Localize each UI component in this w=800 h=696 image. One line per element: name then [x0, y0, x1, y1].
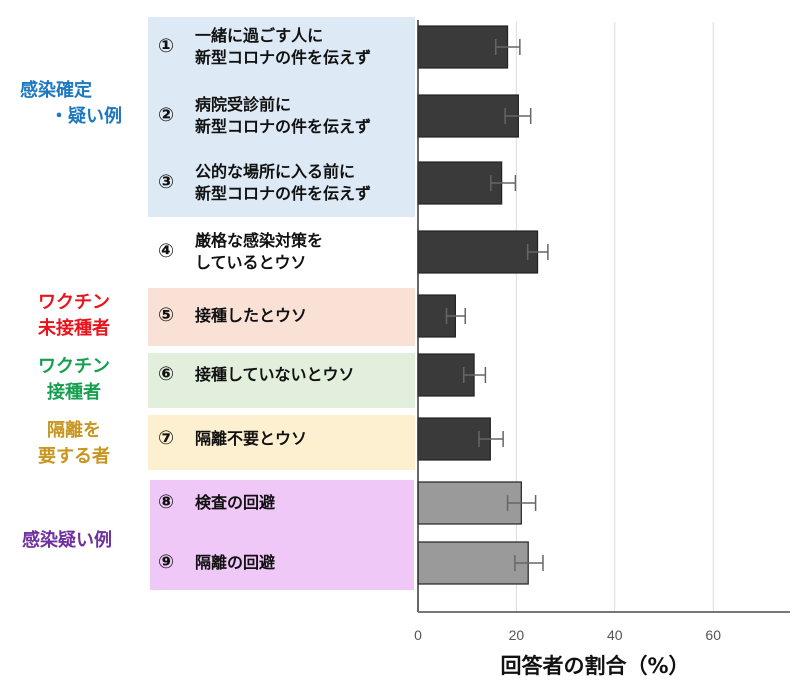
- category-label: 接種していないとウソ: [195, 365, 355, 384]
- bar: [417, 25, 509, 69]
- group-label-vaccinated: ワクチン 接種者: [38, 354, 110, 406]
- category-number: ⑧: [158, 491, 175, 513]
- category-number: ③: [158, 171, 175, 193]
- group-label-suspected: 感染疑い例: [22, 528, 112, 554]
- category-number: ①: [158, 35, 175, 57]
- group-bg-confirmed: [148, 17, 415, 217]
- category-number: ⑨: [158, 551, 175, 573]
- group-label-line: 感染確定: [20, 80, 92, 101]
- category-label: 公的な場所に入る前に: [195, 162, 356, 181]
- category-label: 病院受診前に: [195, 95, 292, 114]
- category-label: 接種したとウソ: [195, 306, 308, 325]
- group-label-line: 要する者: [38, 446, 110, 467]
- group-label-isolation: 隔離を 要する者: [38, 418, 110, 470]
- bar: [417, 481, 522, 525]
- group-bg-isolation: [148, 415, 415, 470]
- category-number: ②: [158, 104, 175, 126]
- category-number: ⑤: [158, 304, 175, 326]
- group-label-confirmed: 感染確定 ・疑い例: [20, 78, 122, 130]
- category-label: 新型コロナの件を伝えず: [195, 184, 372, 203]
- group-label-line: ・疑い例: [50, 106, 122, 127]
- x-tick-label: 60: [705, 627, 721, 643]
- group-label-unvaccinated: ワクチン 未接種者: [38, 290, 110, 342]
- category-label: 検査の回避: [195, 493, 276, 512]
- category-label: 厳格な感染対策を: [195, 231, 324, 250]
- x-axis-title: 回答者の割合（%）: [500, 654, 690, 678]
- x-tick-label: 20: [509, 627, 525, 643]
- x-tick-label: 40: [607, 627, 623, 643]
- category-label: 新型コロナの件を伝えず: [195, 48, 372, 67]
- group-bg-suspected: [150, 480, 414, 590]
- group-label-line: 未接種者: [38, 318, 110, 339]
- bar: [417, 230, 539, 274]
- group-bg-vaccinated: [148, 353, 415, 408]
- category-label: 一緒に過ごす人に: [195, 26, 324, 45]
- category-label: 隔離不要とウソ: [195, 429, 308, 448]
- category-label: 新型コロナの件を伝えず: [195, 117, 372, 136]
- group-label-line: 感染疑い例: [22, 530, 112, 551]
- category-label: 隔離の回避: [195, 553, 276, 572]
- category-number: ⑦: [158, 427, 175, 449]
- group-bg-unvaccinated: [148, 288, 415, 346]
- bar: [417, 161, 503, 205]
- category-label: しているとウソ: [195, 253, 307, 272]
- bar: [417, 94, 519, 138]
- group-label-line: 接種者: [47, 382, 101, 403]
- group-label-line: ワクチン: [38, 356, 110, 377]
- x-tick-label: 0: [414, 627, 422, 643]
- group-label-line: 隔離を: [47, 420, 101, 441]
- bar: [417, 541, 529, 585]
- category-number: ④: [158, 240, 175, 262]
- category-number: ⑥: [158, 363, 175, 385]
- group-label-line: ワクチン: [38, 292, 110, 313]
